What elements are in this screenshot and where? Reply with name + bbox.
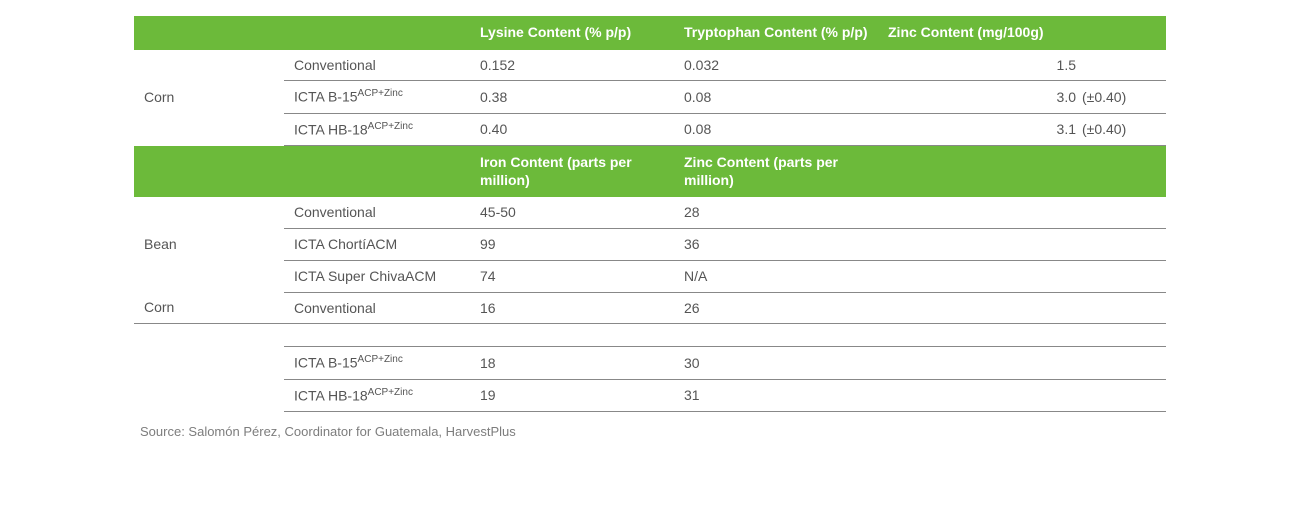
table1-header-zinc: Zinc Content (mg/100g) (878, 16, 1166, 50)
table1-category: Corn (134, 50, 284, 146)
cell-tryptophan: 0.08 (674, 81, 878, 113)
cell-lysine: 0.38 (470, 81, 674, 113)
table2-header-blank (134, 146, 470, 197)
cell-lysine: 0.152 (470, 50, 674, 81)
cell-zinc: 1.5 (878, 50, 1166, 81)
cell-zinc: 26 (674, 292, 878, 324)
cell-empty (878, 260, 1166, 292)
cell-zinc-err: (±0.40) (1082, 113, 1166, 145)
table-row: Corn Conventional 16 26 (134, 292, 1166, 324)
table2-header-tail (878, 146, 1166, 197)
table2-category-empty (134, 379, 284, 411)
cell-empty (878, 292, 1166, 324)
cell-zinc: 36 (674, 229, 878, 261)
cell-variety: ICTA HB-18ACP+Zinc (284, 113, 470, 145)
table-row: ICTA B-15ACP+Zinc 18 30 (134, 347, 1166, 379)
cell-empty (878, 197, 1166, 228)
table-row: ICTA HB-18ACP+Zinc 19 31 (134, 379, 1166, 411)
nutrition-tables: Lysine Content (% p/p) Tryptophan Conten… (134, 16, 1166, 439)
table-spacer-row (134, 324, 1166, 347)
cell-zinc: 3.1 (878, 113, 1082, 145)
cell-iron: 16 (470, 292, 674, 324)
cell-iron: 19 (470, 379, 674, 411)
cell-zinc-err: (±0.40) (1082, 81, 1166, 113)
cell-tryptophan: 0.032 (674, 50, 878, 81)
table1-header-row: Lysine Content (% p/p) Tryptophan Conten… (134, 16, 1166, 50)
table-row: ICTA HB-18ACP+Zinc 0.40 0.08 3.1 (±0.40) (134, 113, 1166, 145)
cell-iron: 18 (470, 347, 674, 379)
table-row: ICTA ChortíACM 99 36 (134, 229, 1166, 261)
cell-iron: 99 (470, 229, 674, 261)
cell-tryptophan: 0.08 (674, 113, 878, 145)
cell-variety: ICTA B-15ACP+Zinc (284, 347, 470, 379)
source-attribution: Source: Salomón Pérez, Coordinator for G… (140, 424, 1160, 439)
table-row: Corn Conventional 0.152 0.032 1.5 (134, 50, 1166, 81)
table1-header-tryptophan: Tryptophan Content (% p/p) (674, 16, 878, 50)
table-row: ICTA B-15ACP+Zinc 0.38 0.08 3.0 (±0.40) (134, 81, 1166, 113)
cell-zinc: 28 (674, 197, 878, 228)
table2-header-zinc: Zinc Content (parts per million) (674, 146, 878, 197)
table1-header-lysine: Lysine Content (% p/p) (470, 16, 674, 50)
cell-iron: 45-50 (470, 197, 674, 228)
cell-variety: ICTA Super ChivaACM (284, 260, 470, 292)
cell-variety: Conventional (284, 292, 470, 324)
table2-category-bean: Bean (134, 197, 284, 292)
cell-empty (878, 229, 1166, 261)
cell-zinc: N/A (674, 260, 878, 292)
cell-empty (878, 379, 1166, 411)
table2-header-row: Iron Content (parts per million) Zinc Co… (134, 146, 1166, 197)
cell-lysine: 0.40 (470, 113, 674, 145)
table-iron-zinc-ppm: Iron Content (parts per million) Zinc Co… (134, 146, 1166, 412)
table2-header-iron: Iron Content (parts per million) (470, 146, 674, 197)
table2-category-empty (134, 347, 284, 379)
table1-header-blank (134, 16, 470, 50)
cell-empty (878, 347, 1166, 379)
cell-iron: 74 (470, 260, 674, 292)
cell-variety: ICTA HB-18ACP+Zinc (284, 379, 470, 411)
cell-variety: Conventional (284, 50, 470, 81)
cell-variety: ICTA B-15ACP+Zinc (284, 81, 470, 113)
table2-category-corn: Corn (134, 292, 284, 324)
cell-variety: ICTA ChortíACM (284, 229, 470, 261)
cell-zinc: 3.0 (878, 81, 1082, 113)
table-row: ICTA Super ChivaACM 74 N/A (134, 260, 1166, 292)
cell-zinc: 30 (674, 347, 878, 379)
cell-zinc: 31 (674, 379, 878, 411)
table-row: Bean Conventional 45-50 28 (134, 197, 1166, 228)
table-corn-nutrients: Lysine Content (% p/p) Tryptophan Conten… (134, 16, 1166, 146)
cell-variety: Conventional (284, 197, 470, 228)
